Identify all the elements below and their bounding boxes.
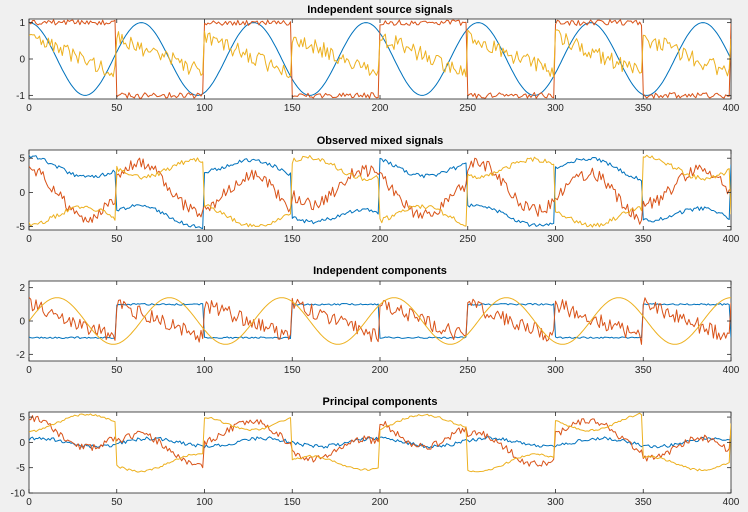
x-tick-label: 300 [547,365,564,376]
x-tick-label: 400 [723,497,740,508]
y-tick-label: -2 [16,350,25,361]
x-tick-label: 250 [459,234,476,245]
chart-title: Independent source signals [307,4,452,16]
y-tick-label: 0 [19,317,25,328]
x-tick-label: 350 [635,103,652,114]
x-tick-label: 200 [372,497,389,508]
series-line-1 [29,303,731,339]
axes-principal-components: Principal components 0 50 100 150 200 250 300 3… [11,396,740,508]
x-tick-label: 0 [26,103,32,114]
y-tick-label: 5 [19,154,25,165]
x-tick-label: 250 [459,103,476,114]
y-tick-label: 1 [19,18,25,29]
chart-title: Principal components [323,396,438,408]
series-line-2 [29,157,731,225]
series-line-2 [29,296,731,345]
x-tick-label: 100 [196,234,213,245]
y-tick-label: 5 [19,413,25,424]
x-tick-label: 300 [547,103,564,114]
x-tick-label: 100 [196,103,213,114]
x-tick-label: 200 [372,103,389,114]
y-tick-label: 2 [19,283,25,294]
series-line-3 [29,29,731,79]
axes-mixed-signals: Observed mixed signals 0 50 100 150 200 250 30… [16,135,740,245]
axes-source-signals: Independent source signals 0 50 100 150 200 2… [16,4,740,114]
x-tick-label: 150 [284,497,301,508]
y-tick-label: -1 [16,91,25,102]
x-tick-label: 50 [111,103,123,114]
x-tick-label: 0 [26,497,32,508]
x-tick-label: 50 [111,234,123,245]
y-tick-label: 0 [19,438,25,449]
x-tick-label: 100 [196,497,213,508]
series-line-3 [29,154,731,228]
chart-title: Independent components [313,265,447,277]
x-tick-label: 200 [372,365,389,376]
x-tick-label: 50 [111,365,123,376]
chart-title: Observed mixed signals [317,135,444,147]
x-tick-label: 200 [372,234,389,245]
x-tick-label: 300 [547,497,564,508]
x-tick-label: 250 [459,365,476,376]
series-line-2 [29,415,731,469]
x-tick-label: 0 [26,234,32,245]
axes-independent-components: Independent components 0 50 100 150 200 250 30… [16,265,740,376]
series-line-1 [29,155,731,230]
x-tick-label: 300 [547,234,564,245]
x-tick-label: 0 [26,365,32,376]
x-tick-label: 350 [635,234,652,245]
x-tick-label: 350 [635,497,652,508]
x-tick-label: 100 [196,365,213,376]
x-tick-label: 400 [723,234,740,245]
y-tick-label: -10 [11,489,26,500]
series-line-3 [29,297,731,345]
x-tick-label: 400 [723,365,740,376]
series-line-2 [29,19,731,99]
x-tick-label: 150 [284,365,301,376]
y-tick-label: -5 [16,463,25,474]
x-tick-label: 150 [284,234,301,245]
x-tick-label: 150 [284,103,301,114]
x-tick-label: 400 [723,103,740,114]
y-tick-label: -5 [16,222,25,233]
y-tick-label: 0 [19,55,25,66]
plot-area [28,280,732,362]
x-tick-label: 250 [459,497,476,508]
series-line-3 [29,412,731,473]
x-tick-label: 350 [635,365,652,376]
x-tick-label: 50 [111,497,123,508]
y-tick-label: 0 [19,188,25,199]
